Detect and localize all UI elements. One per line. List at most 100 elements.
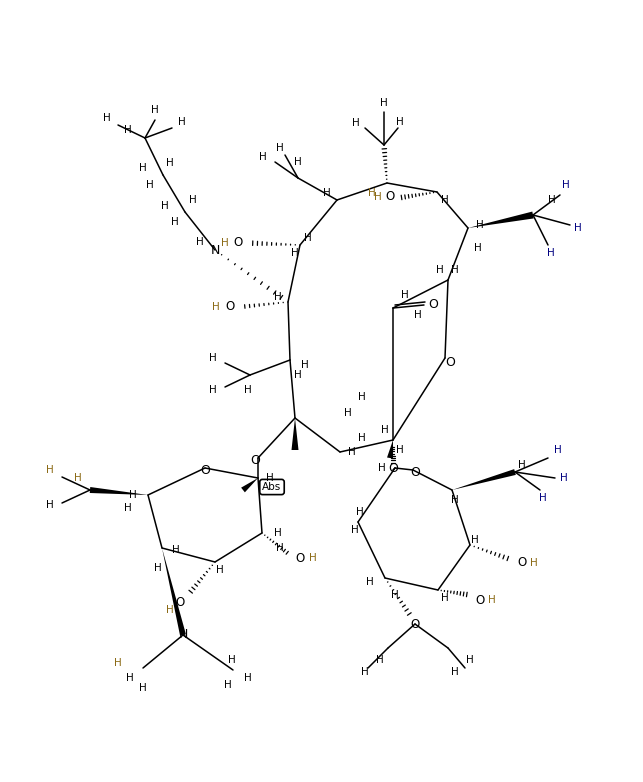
Polygon shape: [468, 212, 534, 228]
Text: H: H: [161, 201, 169, 211]
Text: H: H: [358, 392, 366, 402]
Text: H: H: [172, 545, 180, 555]
Text: H: H: [376, 655, 384, 665]
Text: H: H: [126, 673, 134, 683]
Text: H: H: [414, 310, 422, 320]
Text: H: H: [196, 237, 204, 247]
Text: H: H: [352, 118, 360, 128]
Text: H: H: [539, 493, 547, 503]
Text: O: O: [475, 594, 485, 607]
Text: H: H: [391, 590, 399, 600]
Text: O: O: [410, 618, 420, 630]
Text: H: H: [518, 460, 526, 470]
Text: H: H: [154, 563, 162, 573]
Text: Abs: Abs: [262, 482, 282, 492]
Text: H: H: [228, 655, 236, 665]
Text: N: N: [210, 243, 220, 256]
Text: H: H: [374, 192, 382, 202]
Text: H: H: [274, 528, 282, 538]
Text: H: H: [562, 180, 570, 190]
Text: O: O: [226, 300, 235, 314]
Text: H: H: [471, 535, 479, 545]
Text: H: H: [488, 595, 496, 605]
Text: O: O: [176, 596, 185, 608]
Text: H: H: [294, 157, 302, 167]
Text: H: H: [380, 98, 388, 108]
Text: H: H: [189, 195, 197, 205]
Text: H: H: [466, 655, 474, 665]
Text: H: H: [436, 265, 444, 275]
Text: O: O: [200, 464, 210, 476]
Text: H: H: [209, 353, 217, 363]
Text: O: O: [445, 357, 455, 370]
Text: H: H: [216, 565, 224, 575]
Text: H: H: [547, 248, 555, 258]
Text: H: H: [221, 238, 229, 248]
Text: H: H: [151, 105, 159, 115]
Text: H: H: [276, 143, 284, 153]
Text: H: H: [139, 683, 147, 693]
Text: H: H: [474, 243, 482, 253]
Text: H: H: [396, 445, 404, 455]
Text: H: H: [209, 385, 217, 395]
Text: H: H: [441, 195, 449, 205]
Text: H: H: [396, 117, 404, 127]
Text: H: H: [274, 292, 282, 302]
Text: H: H: [171, 217, 179, 227]
Text: O: O: [410, 465, 420, 479]
Text: H: H: [344, 408, 352, 418]
Text: O: O: [233, 236, 242, 249]
Text: H: H: [124, 503, 132, 513]
Text: H: H: [366, 577, 374, 587]
Text: H: H: [378, 463, 386, 473]
Text: H: H: [309, 553, 317, 563]
Text: H: H: [146, 180, 154, 190]
Text: O: O: [385, 191, 395, 203]
Text: H: H: [554, 445, 562, 455]
Text: H: H: [46, 500, 54, 510]
Text: H: H: [548, 195, 556, 205]
Text: H: H: [381, 425, 389, 435]
Text: H: H: [451, 667, 459, 677]
Polygon shape: [387, 440, 393, 458]
Text: O: O: [295, 551, 305, 565]
Text: O: O: [250, 454, 260, 467]
Text: H: H: [441, 593, 449, 603]
Text: O: O: [388, 461, 398, 475]
Text: H: H: [351, 525, 359, 535]
Text: H: H: [323, 188, 331, 198]
Text: H: H: [304, 233, 312, 243]
Polygon shape: [291, 418, 298, 450]
Text: H: H: [361, 667, 369, 677]
Text: H: H: [301, 360, 309, 370]
Text: H: H: [348, 447, 356, 457]
Text: H: H: [124, 125, 132, 135]
Text: H: H: [476, 220, 484, 230]
Text: H: H: [224, 680, 232, 690]
Text: H: H: [294, 370, 302, 380]
Text: H: H: [166, 158, 174, 168]
Text: H: H: [139, 163, 147, 173]
Text: H: H: [560, 473, 568, 483]
Text: H: H: [259, 152, 267, 162]
Text: H: H: [530, 558, 538, 568]
Text: H: H: [291, 248, 299, 258]
Text: H: H: [212, 302, 220, 312]
Text: H: H: [74, 473, 82, 483]
Text: H: H: [178, 117, 186, 127]
Text: H: H: [103, 113, 111, 123]
Text: H: H: [129, 490, 137, 500]
Polygon shape: [90, 487, 148, 495]
Text: H: H: [244, 673, 252, 683]
Text: H: H: [46, 465, 54, 475]
Text: H: H: [276, 543, 284, 553]
Polygon shape: [162, 548, 186, 636]
Text: H: H: [266, 473, 274, 483]
Text: H: H: [356, 507, 364, 517]
Text: H: H: [114, 658, 122, 668]
Text: H: H: [574, 223, 582, 233]
Text: H: H: [401, 290, 409, 300]
Text: O: O: [518, 557, 527, 569]
Text: H: H: [451, 495, 459, 505]
Text: H: H: [451, 265, 459, 275]
